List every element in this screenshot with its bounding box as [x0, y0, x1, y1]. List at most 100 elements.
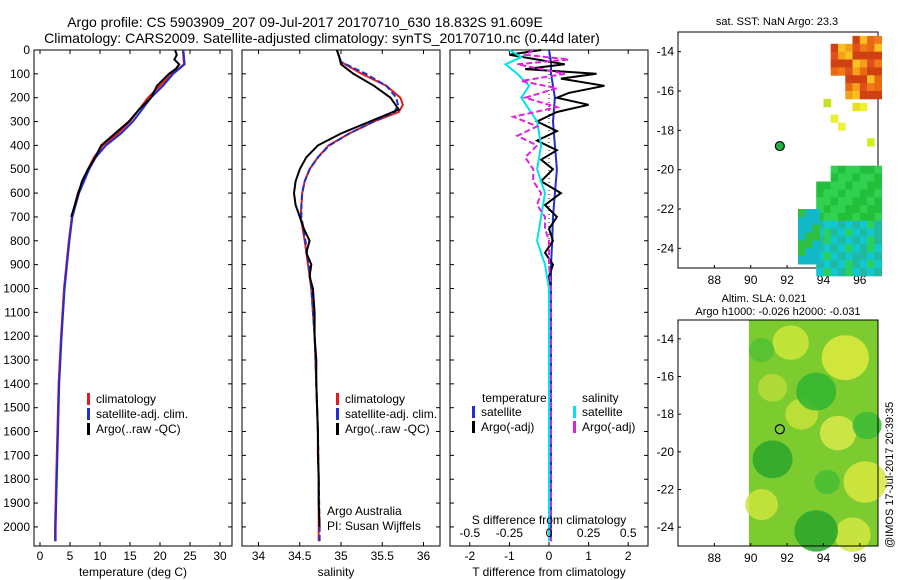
series-s-argo-adj- [510, 49, 569, 542]
sst-cell [823, 197, 832, 206]
sst-cell [845, 51, 853, 60]
legend-t-satellite-swatch [472, 406, 475, 418]
sst-cell [867, 205, 875, 214]
sst-cell [845, 228, 853, 237]
sst-cell [838, 244, 846, 253]
legend-salinity-title: salinity [582, 391, 619, 405]
sst-cell [874, 252, 882, 261]
sst-cell [830, 173, 839, 182]
sst-cell [852, 181, 861, 190]
s-tick-label: 0.25 [577, 526, 601, 540]
sst-cell [852, 165, 861, 174]
sst-cell [852, 35, 861, 45]
sst-cell [830, 114, 839, 123]
x-tick-label: 36 [417, 549, 431, 563]
sst-cell [867, 220, 875, 230]
y-tick-label: 1400 [3, 377, 30, 391]
s-tick-label: -0.25 [496, 526, 524, 540]
sst-cell [805, 232, 813, 241]
sst-cell [838, 59, 846, 68]
sst-cell [859, 35, 868, 45]
sst-cell [859, 91, 868, 100]
sst-cell [859, 252, 868, 261]
sla-map-frame [677, 319, 879, 547]
sst-cell [812, 224, 821, 233]
sst-cell [805, 240, 813, 249]
sst-cell [859, 43, 868, 53]
sst-cell [823, 181, 832, 190]
sst-cell [838, 189, 846, 198]
sst-cell [845, 197, 853, 206]
sst-cell [830, 228, 839, 237]
sst-cell [867, 35, 875, 45]
title-line-1: Argo profile: CS 5903909_207 09-Jul-2017… [67, 14, 543, 30]
sst-cell [830, 212, 839, 222]
argo-location-marker [774, 140, 785, 152]
sst-cell [874, 43, 882, 53]
sla-blob [794, 510, 838, 552]
legend-argo-swatch [87, 423, 90, 435]
x-tick-label: -2 [464, 549, 475, 563]
sst-cell [867, 51, 875, 60]
sst-cell [838, 236, 846, 245]
sst-cell [812, 216, 821, 226]
sst-cell [845, 220, 853, 230]
sst-cell [874, 83, 882, 92]
sst-cell [838, 260, 846, 269]
s-tick-label: -0.5 [459, 526, 480, 540]
y-tick-label: 900 [10, 258, 30, 272]
x-tick-label: 34.5 [288, 549, 312, 563]
legend-satellite-swatch [87, 408, 90, 420]
x-tick-label: -1 [504, 549, 515, 563]
sst-cell [812, 240, 821, 249]
sst-cell [805, 224, 813, 233]
sst-cell [830, 165, 839, 174]
sst-cell [830, 197, 839, 206]
map-x-tick-label: 88 [708, 551, 722, 565]
sst-cell [852, 268, 861, 277]
y-tick-label: 1300 [3, 353, 30, 367]
legend-t-argo-swatch [472, 421, 475, 433]
x-tick-label: 5 [67, 549, 74, 563]
y-tick-label: 1900 [3, 496, 30, 510]
sst-cell [852, 228, 861, 237]
sst-cell [867, 173, 875, 182]
sst-cell [852, 260, 861, 269]
temperature-chart: 0 5 10 15 20 25 300100200300400500600700800900… [3, 43, 232, 563]
sst-cell [845, 83, 853, 92]
sst-cell [845, 212, 853, 222]
sst-cell [867, 181, 875, 190]
sst-cell [798, 248, 806, 257]
x-tick-label: 20 [153, 549, 167, 563]
y-tick-label: 800 [10, 234, 30, 248]
sst-cell [867, 197, 875, 206]
sst-cell [838, 122, 846, 131]
sst-cell [845, 189, 853, 198]
sst-cell [874, 268, 882, 277]
y-tick-label: 400 [10, 138, 30, 152]
sst-cell [823, 244, 832, 253]
sst-cell [830, 59, 839, 68]
sst-cell [838, 43, 846, 53]
sla-blob [814, 469, 840, 495]
s-tick-label: 0.5 [620, 526, 637, 540]
y-tick-label: 1800 [3, 472, 30, 486]
sst-cell [830, 260, 839, 269]
sst-cell [874, 91, 882, 100]
sst-cell [852, 102, 861, 112]
x-tick-label: 35 [334, 549, 348, 563]
sla-blob [752, 440, 793, 479]
map-y-tick-label: -16 [657, 370, 675, 384]
sst-cell [798, 256, 806, 265]
sst-cell [852, 173, 861, 182]
legend-argo-label: Argo(..raw -QC) [96, 422, 181, 436]
sla-blob [758, 373, 788, 402]
sst-cell [838, 67, 846, 76]
series-argo-raw-qc- [292, 49, 401, 527]
sla-map-title-1: Altim. SLA: 0.021 [722, 293, 807, 305]
legend-t-argo-label: Argo(-adj) [481, 420, 534, 434]
x-tick-label: 15 [123, 549, 137, 563]
sst-cell [805, 216, 813, 226]
legend-t-satellite-label: satellite [481, 405, 522, 419]
sst-cell [845, 59, 853, 68]
